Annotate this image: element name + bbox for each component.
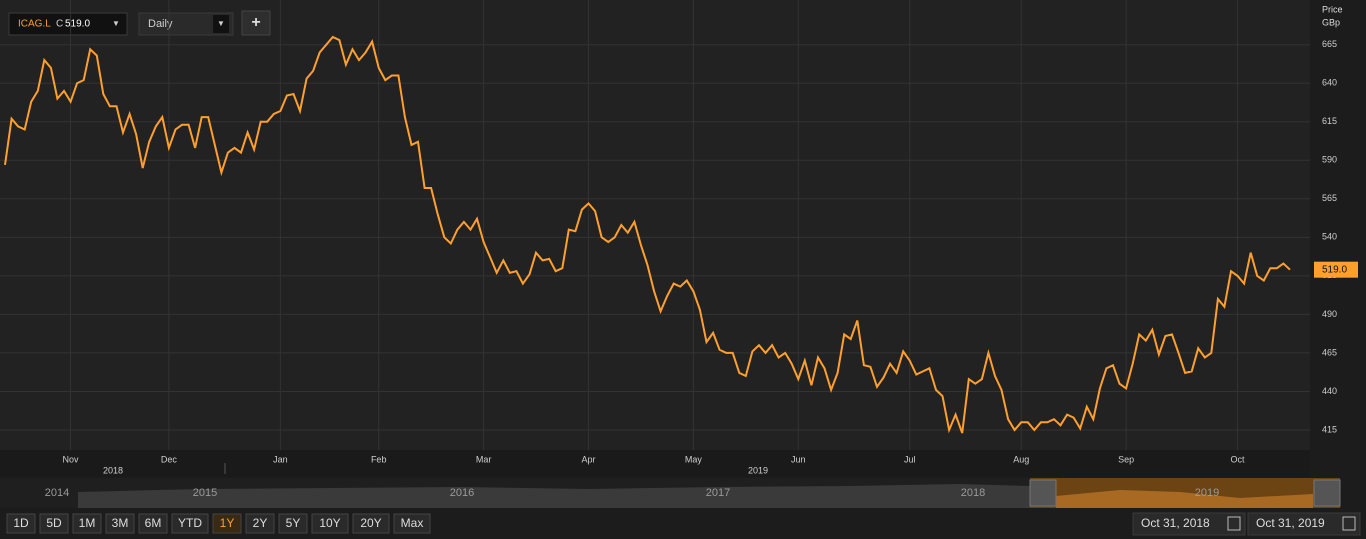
date-to: Oct 31, 2019 — [1256, 516, 1325, 530]
range-button[interactable] — [352, 513, 390, 534]
x-tick-label: May — [685, 454, 703, 464]
range-label: 1Y — [220, 516, 235, 530]
y-tick-label: 665 — [1322, 39, 1337, 49]
range-button[interactable] — [278, 513, 308, 534]
range-label: Max — [401, 516, 424, 530]
y-tick-label: 440 — [1322, 386, 1337, 396]
y-tick-label: 640 — [1322, 78, 1337, 88]
x-tick-label: Aug — [1013, 454, 1029, 464]
x-tick-label: Jan — [273, 454, 288, 464]
date-from-field[interactable] — [1132, 512, 1246, 536]
range-button[interactable] — [311, 513, 349, 534]
range-label: 6M — [145, 516, 162, 530]
grid — [0, 0, 1310, 450]
date-from: Oct 31, 2018 — [1141, 516, 1210, 530]
interval: Daily — [148, 18, 173, 30]
navigator-handle[interactable] — [1313, 479, 1341, 507]
range-button[interactable] — [72, 513, 102, 534]
close-prefix: C — [56, 19, 63, 30]
range-button[interactable] — [105, 513, 135, 534]
range-label: 1D — [13, 516, 29, 530]
range-button[interactable] — [6, 513, 36, 534]
x-tick-label: Jul — [904, 454, 916, 464]
x-tick-label: Feb — [371, 454, 387, 464]
range-label: YTD — [178, 516, 202, 530]
x-tick-label: Mar — [476, 454, 492, 464]
range-button[interactable] — [138, 513, 168, 534]
navigator-year: 2014 — [45, 487, 69, 499]
range-button[interactable] — [393, 513, 431, 534]
year-label: 2018 — [103, 465, 123, 475]
navigator-year: 2019 — [1195, 487, 1219, 499]
range-button[interactable] — [171, 513, 209, 534]
price-line — [4, 35, 1291, 434]
x-tick-label: Dec — [161, 454, 178, 464]
dropdown-button — [213, 15, 229, 33]
y-tick-label: 415 — [1322, 424, 1337, 434]
x-tick-label: Jun — [791, 454, 806, 464]
y-tick-label: 465 — [1322, 347, 1337, 357]
symbol-box[interactable] — [8, 12, 128, 36]
navigator-handle[interactable] — [1029, 479, 1057, 507]
y-tick-label: 540 — [1322, 232, 1337, 242]
range-label: 20Y — [360, 516, 381, 530]
navigator-year: 2015 — [193, 487, 217, 499]
interval-select[interactable] — [138, 12, 234, 36]
last-price-label: 519.0 — [1322, 264, 1347, 275]
x-tick-label: Oct — [1231, 454, 1246, 464]
last-price-tag — [1314, 261, 1358, 278]
year-label: 2019 — [748, 465, 768, 475]
range-button[interactable] — [39, 513, 69, 534]
y-tick-label: 590 — [1322, 155, 1337, 165]
navigator-year: 2016 — [450, 487, 474, 499]
range-label: 5D — [46, 516, 62, 530]
date-to-field[interactable] — [1247, 512, 1361, 536]
y-tick-label: 490 — [1322, 309, 1337, 319]
navigator-year: 2018 — [961, 487, 985, 499]
navigator-selection-area — [1056, 490, 1313, 508]
calendar-icon[interactable] — [1227, 516, 1241, 531]
calendar-icon[interactable] — [1342, 516, 1356, 531]
range-label: 5Y — [286, 516, 301, 530]
add-button[interactable] — [241, 10, 271, 36]
navigator-year: 2017 — [706, 487, 730, 499]
range-button[interactable] — [245, 513, 275, 534]
close-price: 519.0 — [65, 19, 90, 30]
range-label: 1M — [79, 516, 96, 530]
add-icon: + — [251, 14, 260, 31]
range-label: 10Y — [319, 516, 340, 530]
range-button[interactable] — [212, 513, 242, 534]
plot-area — [0, 0, 1310, 450]
dropdown-arrow: ▼ — [112, 19, 120, 28]
range-label: 2Y — [253, 516, 268, 530]
dropdown-arrow: ▼ — [217, 19, 225, 28]
y-axis-label: Price — [1322, 4, 1343, 14]
x-tick-label: Nov — [63, 454, 80, 464]
symbol: ICAG.L — [18, 19, 51, 30]
navigator-area — [78, 484, 1030, 508]
x-tick-label: Sep — [1118, 454, 1134, 464]
y-tick-label: 615 — [1322, 116, 1337, 126]
x-axis-strip — [0, 450, 1310, 477]
range-label: 3M — [112, 516, 129, 530]
y-axis-unit: GBp — [1322, 17, 1340, 27]
y-tick-label: 565 — [1322, 193, 1337, 203]
x-tick-label: Apr — [581, 454, 595, 464]
